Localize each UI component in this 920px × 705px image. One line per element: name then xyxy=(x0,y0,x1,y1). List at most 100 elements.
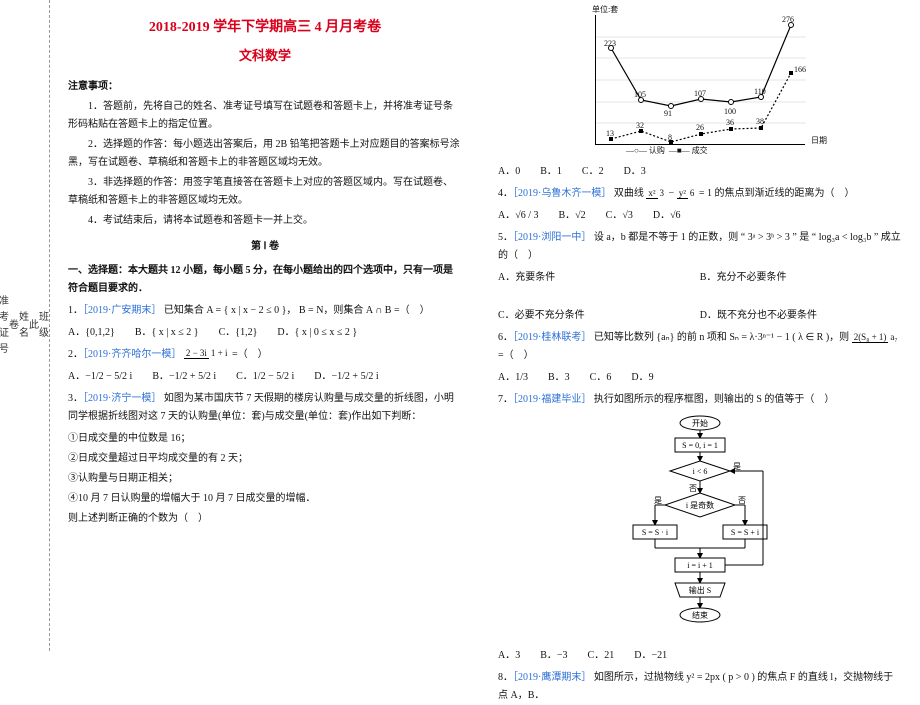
q6-source: ［2019·桂林联考］ xyxy=(513,332,591,343)
q5-source: ［2019·浏阳一中］ xyxy=(513,232,591,243)
q2-frac-num: 2 − 3i xyxy=(184,348,209,359)
q5-opt-a: A．充要条件 xyxy=(498,269,680,287)
q4-n1: x² xyxy=(646,188,657,199)
chart-point-label: 26 xyxy=(696,121,704,135)
q4-pre: 双曲线 xyxy=(614,188,647,199)
q6-opt-c: C．6 xyxy=(590,369,612,387)
q4-opt-c: C．√3 xyxy=(606,207,633,225)
flow-branch-r: S = S + i xyxy=(731,528,760,537)
line-chart: 单位:套 223 276 105 91 107 xyxy=(595,15,805,145)
notice-item: 2．选择题的作答：每小题选出答案后，用 2B 铅笔把答题卡上对应题目的答案标号涂… xyxy=(68,136,462,172)
question-5: 5．［2019·浏阳一中］ 设 a，b 都是不等于 1 的正数，则 “ 3ᵃ >… xyxy=(498,229,902,265)
question-6: 6．［2019·桂林联考］ 已知等比数列 {aₙ} 的前 n 项和 Sₙ = λ… xyxy=(498,329,902,365)
q3-opt-a: A．0 xyxy=(498,163,520,181)
flow-cond1: i < 6 xyxy=(693,467,708,476)
binding-label: 此 xyxy=(29,318,39,334)
chart-legend: —○— 认购 —■— 成交 xyxy=(626,144,708,158)
q3-tail: 则上述判断正确的个数为（ ） xyxy=(68,510,462,528)
q5-opt-c: C．必要不充分条件 xyxy=(498,307,680,325)
q4-d2: 6 xyxy=(688,188,697,198)
flow-init: S = 0, i = 1 xyxy=(682,441,718,450)
flowchart: 开始 S = 0, i = 1 i < 6 是 否 i 是奇数 是 否 S = … xyxy=(498,413,902,643)
q3-opt-b: B．1 xyxy=(540,163,562,181)
binding-label: 卷 xyxy=(9,318,19,334)
binding-label: 姓名 xyxy=(19,310,29,342)
question-1: 1．［2019·广安期末］ 已知集合 A = { x | x − 2 ≤ 0 }… xyxy=(68,302,462,320)
q4-opt-b: B．√2 xyxy=(559,207,586,225)
q3-stmt: ①日成交量的中位数是 16； xyxy=(68,430,462,448)
q7-opt-c: C．21 xyxy=(588,647,615,665)
notice-item: 4．考试结束后，请将本试题卷和答题卡一并上交。 xyxy=(68,212,462,230)
part1-instruction: 一、选择题：本大题共 12 小题，每小题 5 分，在每小题给出的四个选项中，只有… xyxy=(68,262,462,298)
q2-options: A．−1/2 − 5/2 i B．−1/2 + 5/2 i C．1/2 − 5/… xyxy=(68,368,462,386)
chart-point-label: 91 xyxy=(664,107,672,121)
q2-frac-den: 1 + i xyxy=(209,348,230,358)
q4-opt-d: D．√6 xyxy=(653,207,681,225)
flow-start: 开始 xyxy=(692,418,708,428)
q3-stmt: ②日成交量超过日平均成交量的有 2 天； xyxy=(68,450,462,468)
q4-n2: y² xyxy=(677,188,688,199)
q2-opt-b: B．−1/2 + 5/2 i xyxy=(152,368,216,386)
question-4: 4．［2019·乌鲁木齐一模］ 双曲线 x²3 − y²6 = 1 的焦点到渐近… xyxy=(498,185,902,203)
q1-source: ［2019·广安期末］ xyxy=(83,305,161,316)
chart-xlabel: 日期 xyxy=(811,134,827,148)
chart-point-label: 107 xyxy=(694,87,706,101)
q6-fd: a₇ xyxy=(888,332,899,342)
q6-opt-b: B．3 xyxy=(548,369,570,387)
question-7: 7．［2019·福建毕业］ 执行如图所示的程序框图，则输出的 S 的值等于（ ） xyxy=(498,391,902,409)
chart-point-label: 36 xyxy=(726,116,734,130)
question-2: 2．［2019·齐齐哈尔一模］ 2 − 3i1 + i =（ ） xyxy=(68,346,462,364)
q5-opt-b: B．充分不必要条件 xyxy=(700,269,882,287)
q6-opt-a: A．1/3 xyxy=(498,369,528,387)
q7-opt-a: A．3 xyxy=(498,647,520,665)
notice-item: 3．非选择题的作答：用签字笔直接答在答题卡上对应的答题区域内。写在试题卷、草稿纸… xyxy=(68,174,462,210)
chart-point-label: 223 xyxy=(604,37,616,51)
flow-yes: 是 xyxy=(733,462,741,471)
q1-opt-b: B．{ x | x ≤ 2 } xyxy=(135,324,199,342)
exam-subject: 文科数学 xyxy=(68,44,462,67)
q4-post: = 1 的焦点到渐近线的距离为（ ） xyxy=(699,188,855,199)
flow-end: 结束 xyxy=(692,610,708,620)
q5-options: A．充要条件 B．充分不必要条件 C．必要不充分条件 D．既不充分也不必要条件 xyxy=(498,269,902,325)
q7-opt-b: B．−3 xyxy=(540,647,567,665)
q3-stmt: ④10 月 7 日认购量的增幅大于 10 月 7 日成交量的增幅． xyxy=(68,490,462,508)
q3-opt-d: D．3 xyxy=(624,163,646,181)
notice-item: 1．答题前，先将自己的姓名、准考证号填写在试题卷和答题卡上，并将准考证号条形码粘… xyxy=(68,98,462,134)
q2-opt-c: C．1/2 − 5/2 i xyxy=(236,368,294,386)
notice-heading: 注意事项： xyxy=(68,78,462,96)
flow-out: 输出 S xyxy=(689,585,711,595)
binding-label: 准考证号 xyxy=(0,294,9,358)
q4-opt-a: A．√6 / 3 xyxy=(498,207,539,225)
chart-point-label: 105 xyxy=(634,88,646,102)
q2-opt-d: D．−1/2 + 5/2 i xyxy=(314,368,378,386)
chart-point-label: 276 xyxy=(782,13,794,27)
part1-heading: 第 Ⅰ 卷 xyxy=(68,238,462,256)
flow-no: 否 xyxy=(689,484,697,493)
q4-options: A．√6 / 3 B．√2 C．√3 D．√6 xyxy=(498,207,902,225)
left-column: 2018-2019 学年下学期高三 4 月月考卷 文科数学 注意事项： 1．答题… xyxy=(50,0,480,651)
flow-inc: i = i + 1 xyxy=(687,561,712,570)
q4-d1: 3 xyxy=(658,188,667,198)
question-3: 3．［2019·济宁一模］ 如图为某市国庆节 7 天假期的楼房认购量与成交量的折… xyxy=(68,390,462,426)
legend-a: 认购 xyxy=(649,146,665,155)
q2-suffix: =（ ） xyxy=(232,349,268,360)
q1-text: 已知集合 A = { x | x − 2 ≤ 0 }， B = N，则集合 A … xyxy=(164,305,430,316)
q6-opt-d: D．9 xyxy=(631,369,653,387)
q7-options: A．3 B．−3 C．21 D．−21 xyxy=(498,647,902,665)
q3-source: ［2019·济宁一模］ xyxy=(83,393,161,404)
exam-title: 2018-2019 学年下学期高三 4 月月考卷 xyxy=(68,15,462,40)
q1-opt-c: C．{1,2} xyxy=(219,324,258,342)
question-8: 8．［2019·鹰潭期末］ 如图所示，过抛物线 y² = 2px ( p > 0… xyxy=(498,669,902,705)
q4-source: ［2019·乌鲁木齐一模］ xyxy=(513,188,611,199)
q7-source: ［2019·福建毕业］ xyxy=(513,394,591,405)
chart-point-label: 166 xyxy=(794,63,806,77)
right-column: 单位:套 223 276 105 91 107 xyxy=(480,0,920,651)
q7-text: 执行如图所示的程序框图，则输出的 S 的值等于（ ） xyxy=(594,394,835,405)
chart-point-label: 32 xyxy=(636,119,644,133)
q6-fn: 2(S₈ + 1) xyxy=(852,332,889,343)
q1-opt-a: A．{0,1,2} xyxy=(68,324,115,342)
q3-stmt: ③认购量与日期正相关； xyxy=(68,470,462,488)
q1-opt-d: D．{ x | 0 ≤ x ≤ 2 } xyxy=(277,324,357,342)
q3-opt-c: C．2 xyxy=(582,163,604,181)
svg-text:是: 是 xyxy=(654,496,662,505)
